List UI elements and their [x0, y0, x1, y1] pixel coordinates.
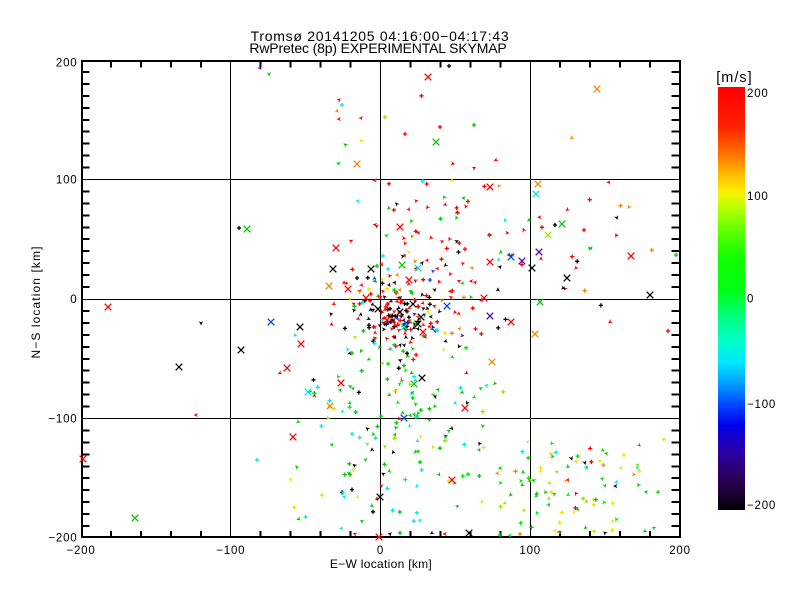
svg-text:100: 100	[519, 545, 541, 557]
svg-text:[m/s]: [m/s]	[716, 70, 752, 86]
svg-text:200: 200	[56, 58, 78, 70]
svg-text:0: 0	[70, 294, 77, 306]
svg-text:−200: −200	[747, 500, 776, 512]
svg-text:−200: −200	[66, 545, 95, 557]
svg-text:100: 100	[747, 191, 769, 203]
svg-text:RwPretec (8p) EXPERIMENTAL SKY: RwPretec (8p) EXPERIMENTAL SKYMAP	[249, 40, 506, 56]
svg-text:−100: −100	[747, 399, 776, 411]
svg-text:100: 100	[56, 175, 78, 187]
svg-text:Tromsø 20141205 04:16:00−04:17: Tromsø 20141205 04:16:00−04:17:43	[251, 28, 510, 44]
svg-text:200: 200	[747, 88, 769, 100]
svg-text:−200: −200	[48, 533, 77, 545]
svg-text:−100: −100	[48, 414, 77, 426]
svg-text:200: 200	[669, 545, 691, 557]
svg-text:N−S location [km]: N−S location [km]	[29, 245, 43, 358]
svg-text:0: 0	[747, 294, 754, 306]
svg-text:0: 0	[377, 545, 384, 557]
svg-text:E−W location [km]: E−W location [km]	[330, 557, 432, 571]
svg-text:−100: −100	[216, 545, 245, 557]
